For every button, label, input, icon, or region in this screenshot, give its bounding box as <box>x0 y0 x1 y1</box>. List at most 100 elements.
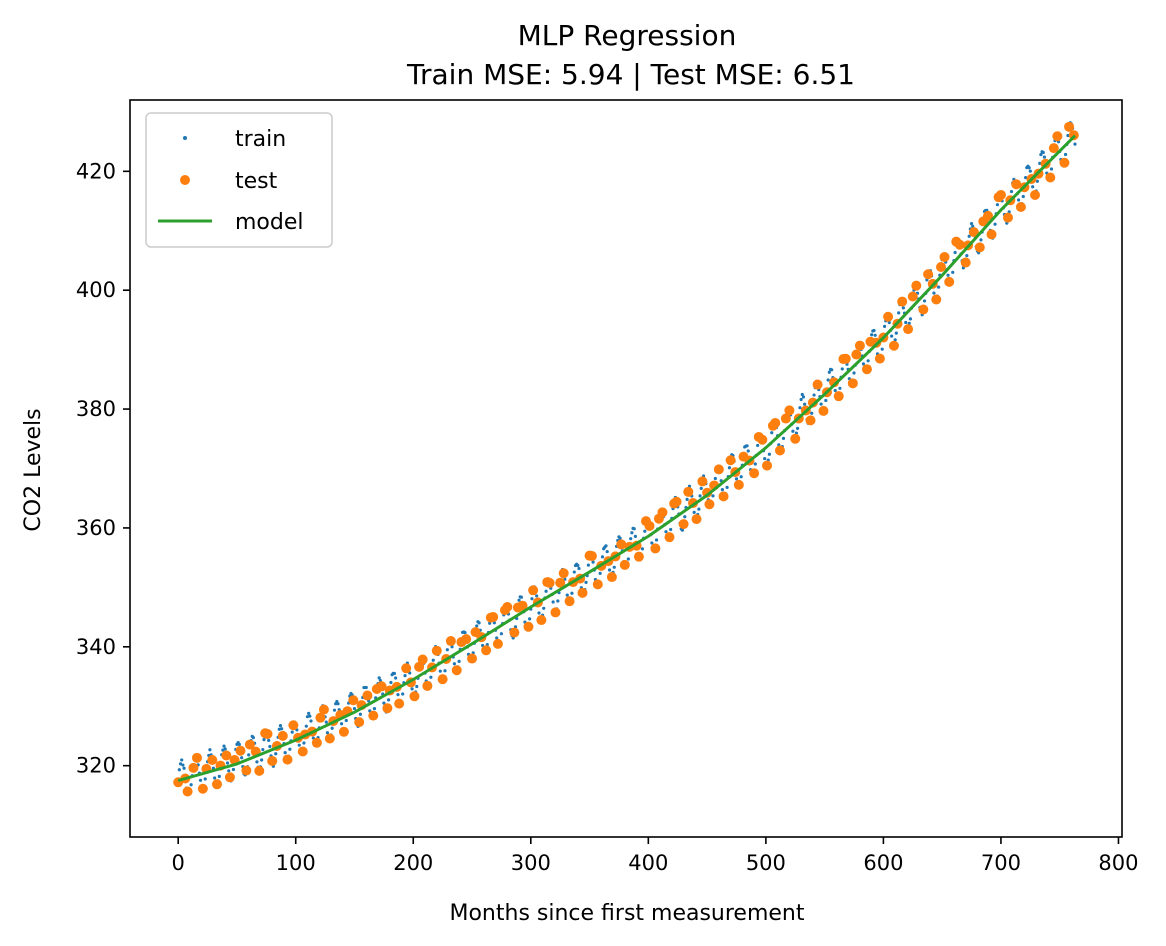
test-point <box>907 291 918 302</box>
train-point <box>669 527 673 532</box>
test-point <box>382 703 393 714</box>
train-point <box>1007 210 1011 214</box>
train-point <box>1038 161 1042 165</box>
train-point <box>866 359 870 363</box>
train-point <box>203 777 207 781</box>
test-point <box>1011 179 1022 190</box>
train-point <box>873 333 877 337</box>
test-point <box>986 229 997 240</box>
test-point <box>616 539 627 550</box>
test-point <box>1064 121 1075 132</box>
train-point <box>904 320 908 325</box>
train-point <box>946 273 950 277</box>
test-point <box>1002 212 1013 223</box>
train-point <box>227 769 231 773</box>
train-point <box>307 711 311 716</box>
train-point <box>872 328 876 333</box>
test-point <box>592 579 603 590</box>
test-point <box>805 415 816 426</box>
train-point <box>979 238 983 242</box>
train-point <box>335 699 339 704</box>
train-point <box>499 632 504 636</box>
train-point <box>297 743 301 747</box>
train-point <box>274 752 278 756</box>
train-point <box>358 712 362 716</box>
train-point <box>495 636 499 640</box>
test-point <box>995 189 1006 200</box>
train-point <box>452 662 456 666</box>
train-point <box>727 466 732 470</box>
test-point <box>770 417 781 428</box>
test-point <box>725 455 736 466</box>
train-point <box>530 597 534 601</box>
train-point <box>403 674 407 678</box>
test-point <box>348 695 359 706</box>
train-point <box>389 680 393 685</box>
test-point <box>445 636 456 647</box>
train-point <box>443 669 447 673</box>
train-point <box>838 386 842 390</box>
train-point <box>1039 152 1043 157</box>
test-point <box>324 733 335 744</box>
test-point <box>903 324 914 335</box>
test-point <box>749 468 760 479</box>
train-point <box>650 541 654 545</box>
test-point <box>1030 189 1041 200</box>
train-point <box>302 741 306 745</box>
train-point <box>922 299 927 303</box>
train-point <box>308 714 312 718</box>
test-point <box>833 391 844 402</box>
train-point <box>551 600 555 604</box>
train-point <box>767 452 771 456</box>
test-point <box>409 691 420 702</box>
train-point <box>756 443 760 448</box>
train-point <box>213 776 217 780</box>
train-point <box>890 334 894 338</box>
x-axis-label: Months since first measurement <box>449 901 804 926</box>
train-point <box>932 291 936 295</box>
train-point <box>364 685 368 690</box>
train-point <box>880 347 884 351</box>
test-point <box>974 242 985 253</box>
train-point <box>951 270 955 274</box>
test-point <box>502 601 513 612</box>
test-point <box>262 729 273 740</box>
train-point <box>572 570 576 574</box>
test-point <box>492 638 503 649</box>
train-point <box>937 285 941 289</box>
train-point <box>630 531 634 535</box>
test-point <box>1045 172 1056 183</box>
train-point <box>827 370 831 374</box>
train-point <box>278 724 283 728</box>
train-point <box>629 537 633 541</box>
test-point <box>757 434 768 445</box>
train-point <box>231 767 236 772</box>
train-point <box>378 678 382 683</box>
train-point <box>394 676 398 680</box>
train-point <box>965 253 969 258</box>
train-point <box>697 507 701 511</box>
y-tick-label: 340 <box>76 635 116 659</box>
train-point <box>1016 198 1021 202</box>
train-point <box>457 659 461 663</box>
train-point <box>698 494 702 498</box>
test-point <box>807 397 818 408</box>
train-point <box>861 362 866 366</box>
model-line <box>177 134 1077 782</box>
test-point <box>558 568 569 579</box>
test-point <box>197 783 208 794</box>
test-point <box>1052 131 1063 142</box>
train-point <box>396 693 400 697</box>
train-point <box>720 488 724 492</box>
train-point <box>824 398 828 403</box>
train-point <box>598 571 602 575</box>
train-point <box>680 528 685 532</box>
legend-test-label: test <box>235 169 278 194</box>
train-point <box>1063 152 1068 157</box>
test-point <box>376 681 387 692</box>
train-point <box>882 324 887 328</box>
test-point <box>277 730 288 741</box>
x-tick-label: 600 <box>863 851 903 875</box>
test-point <box>517 600 528 611</box>
train-point <box>445 648 449 652</box>
